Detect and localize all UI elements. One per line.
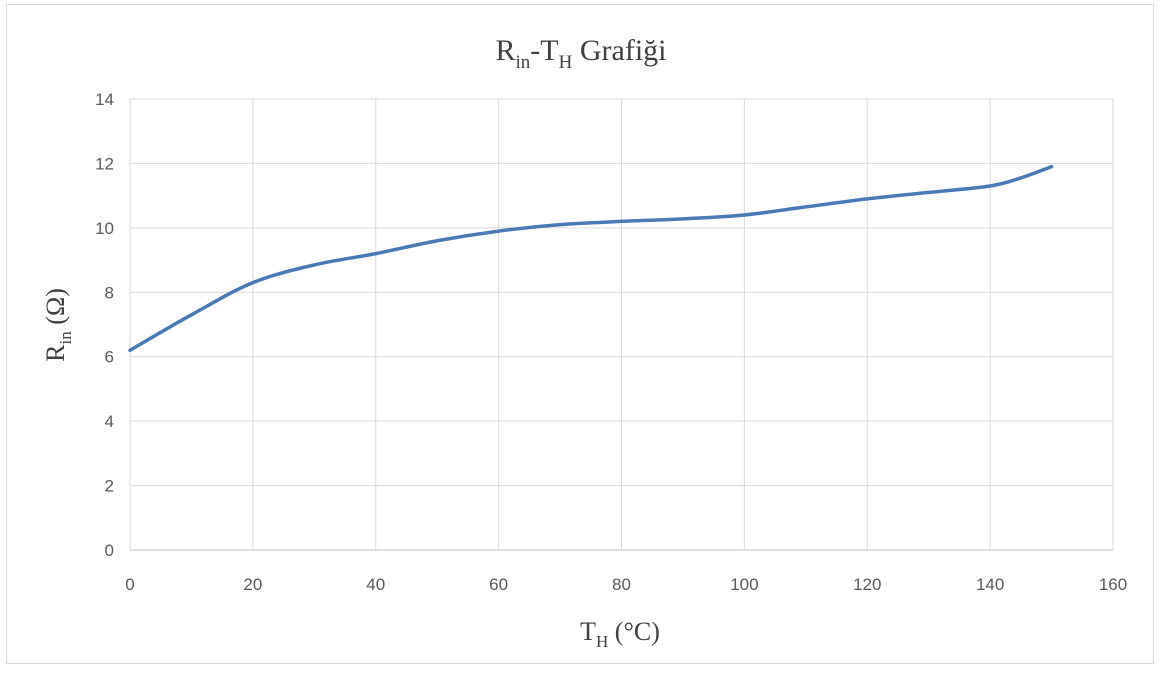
- y-axis-title: Rin (Ω): [41, 288, 75, 362]
- chart-frame: [6, 4, 1154, 664]
- x-axis-title: TH (°C): [580, 617, 660, 651]
- x-tick-label: 20: [243, 575, 262, 594]
- y-tick-label: 12: [95, 154, 114, 173]
- x-tick-label: 120: [853, 575, 881, 594]
- x-tick-label: 60: [489, 575, 508, 594]
- x-tick-label: 160: [1099, 575, 1127, 594]
- y-tick-label: 4: [105, 412, 114, 431]
- series-line: [128, 164, 1054, 353]
- x-tick-label: 0: [125, 575, 134, 594]
- x-tick-label: 40: [366, 575, 385, 594]
- y-tick-label: 2: [105, 477, 114, 496]
- x-tick-label: 80: [612, 575, 631, 594]
- y-tick-label: 14: [95, 90, 114, 109]
- chart-title: Rin-TH Grafiği: [496, 34, 667, 73]
- x-tick-label: 140: [976, 575, 1004, 594]
- y-tick-label: 0: [105, 541, 114, 560]
- x-tick-label: 100: [730, 575, 758, 594]
- y-tick-label: 8: [105, 283, 114, 302]
- y-tick-label: 10: [95, 219, 114, 238]
- y-tick-label: 6: [105, 348, 114, 367]
